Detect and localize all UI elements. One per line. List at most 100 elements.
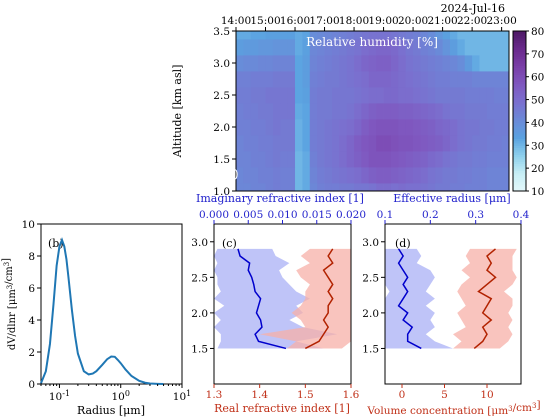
heatmap-cell <box>346 31 355 40</box>
heatmap-cell <box>295 183 303 192</box>
colorbar-segment <box>513 53 526 57</box>
heatmap-cell <box>309 39 318 56</box>
colorbar-segment <box>513 101 526 105</box>
heatmap-cell <box>435 71 443 88</box>
heatmap-cell <box>413 55 421 72</box>
heatmap-cell <box>464 87 473 104</box>
colorbar-segment <box>513 83 526 87</box>
heatmap-cell <box>368 39 377 56</box>
heatmap-cell <box>449 119 458 136</box>
heatmap-cell <box>405 103 414 120</box>
colorbar-segment <box>513 40 526 43</box>
heatmap-cell <box>317 119 325 136</box>
heatmap-cell <box>405 31 414 40</box>
heatmap-cell <box>265 55 274 72</box>
colorbar-segment <box>513 81 526 85</box>
heatmap-cell <box>376 135 384 152</box>
heatmap-cell <box>405 151 414 168</box>
heatmap-cell <box>472 167 480 184</box>
top-x-tick-label: 0.010 <box>267 209 297 221</box>
heatmap-cell <box>236 55 244 72</box>
panel-d-bottom-xlabel: Volume concentration [μm3/cm3] <box>366 399 540 417</box>
heatmap-cell <box>324 31 333 40</box>
heatmap-cell <box>464 151 473 168</box>
colorbar-segment <box>513 177 526 181</box>
heatmap-cell <box>390 39 399 56</box>
panel-c-ticks: 1.5 2.0 2.5 3.0 0.000 0.005 0.010 0.015 0.020 1.3… <box>191 209 366 401</box>
heatmap-cell <box>309 119 318 136</box>
heatmap-cell <box>258 55 266 72</box>
heatmap-cell <box>250 135 259 152</box>
colorbar: 10 20 30 40 50 60 70 80 <box>512 26 544 198</box>
heatmap-cell <box>331 71 340 88</box>
heatmap-cell <box>383 55 392 72</box>
heatmap-cell <box>265 39 274 56</box>
heatmap-cell <box>457 55 466 72</box>
heatmap-cell <box>272 87 281 104</box>
heatmap-cell <box>243 103 252 120</box>
heatmap-cell <box>494 71 503 88</box>
heatmap-cell <box>287 167 296 184</box>
panel-c-series <box>214 248 351 350</box>
heatmap-cell <box>317 103 325 120</box>
panel-d-top-xlabel: Effective radius [μm] <box>393 192 510 205</box>
heatmap-cell <box>501 183 510 192</box>
bottom-x-tick-label: 1.5 <box>297 389 314 401</box>
heatmap-cell <box>501 103 510 120</box>
uncertainty-band <box>259 248 351 349</box>
heatmap-cell <box>376 119 384 136</box>
heatmap-cell <box>361 183 370 192</box>
heatmap-cell <box>309 167 318 184</box>
heatmap-cell <box>272 135 281 152</box>
colorbar-segment <box>513 95 526 98</box>
heatmap-cell <box>339 31 348 40</box>
y-tick-label: 0 <box>28 379 35 391</box>
heatmap-cell <box>368 151 377 168</box>
x-tick-label: 14:00 <box>221 15 251 27</box>
heatmap-cell <box>346 39 355 56</box>
heatmap-cell <box>486 183 495 192</box>
colorbar-tick-label: 30 <box>531 140 544 152</box>
top-x-tick-label: 0.4 <box>513 209 530 221</box>
panel-a-title: Relative humidity [%] <box>306 35 438 49</box>
colorbar-segment <box>513 56 526 59</box>
heatmap-cell <box>250 183 259 192</box>
y-tick-label: 6 <box>28 283 35 295</box>
heatmap-cell <box>457 167 466 184</box>
heatmap-cell <box>420 71 429 88</box>
heatmap-cell <box>324 55 333 72</box>
heatmap-cell <box>442 119 451 136</box>
bottom-x-tick-label: 0 <box>399 389 406 401</box>
heatmap-cell <box>272 55 281 72</box>
heatmap-cell <box>398 135 407 152</box>
heatmap-cell <box>449 31 458 40</box>
colorbar-segment <box>513 92 526 96</box>
x-tick-label: 100 <box>111 389 129 403</box>
heatmap-cell <box>272 31 281 40</box>
heatmap-cell <box>302 31 311 40</box>
heatmap-cell <box>287 151 296 168</box>
heatmap-cell <box>427 103 436 120</box>
panel-d-ticks: 1.5 2.0 2.5 3.0 0.1 0.2 0.3 0.4 0 5 10 <box>362 209 529 401</box>
heatmap-cell <box>383 183 392 192</box>
heatmap-cell <box>236 183 244 192</box>
heatmap-cell <box>486 151 495 168</box>
x-tick-label: 16:00 <box>280 15 310 27</box>
heatmap-cell <box>324 119 333 136</box>
heatmap-cell <box>346 55 355 72</box>
top-x-tick-label: 0.3 <box>467 209 484 221</box>
panel-a: Relative humidity [%] (a) 2024-Jul-16 Al… <box>171 2 544 198</box>
heatmap-cell <box>287 103 296 120</box>
uncertainty-band <box>385 248 453 349</box>
heatmap-cell <box>486 87 495 104</box>
heatmap-cell <box>339 39 348 56</box>
heatmap-cell <box>449 87 458 104</box>
y-tick-label: 3.0 <box>362 237 379 249</box>
heatmap-cell <box>472 71 480 88</box>
heatmap-cell <box>258 119 266 136</box>
colorbar-segment <box>513 120 526 123</box>
heatmap-cell <box>435 39 443 56</box>
panel-b-ylabel: dV/dlnr [μm3/cm3] <box>1 258 18 350</box>
heatmap-cell <box>354 87 362 104</box>
heatmap-cell <box>464 31 473 40</box>
